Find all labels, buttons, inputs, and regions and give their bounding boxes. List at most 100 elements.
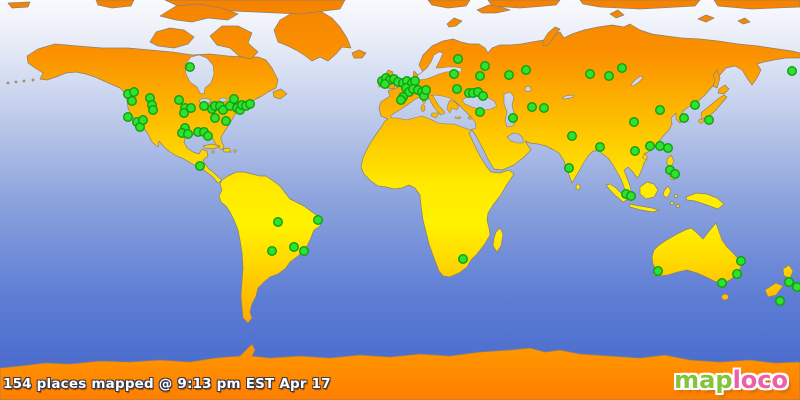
visitor-marker	[775, 296, 786, 307]
sakhalin	[712, 69, 721, 89]
visitor-marker	[792, 282, 800, 292]
nz-south-island	[764, 282, 784, 298]
visitor-marker	[137, 114, 148, 125]
visitor-marker	[126, 95, 137, 106]
islands	[6, 49, 794, 301]
iceland	[351, 49, 367, 59]
hainan	[642, 154, 648, 160]
sri-lanka	[575, 183, 581, 191]
antarctica	[0, 343, 800, 400]
visitor-marker	[585, 68, 596, 79]
visitor-marker	[567, 130, 578, 141]
visitor-marker	[185, 102, 196, 113]
maploco-logo[interactable]: maploco	[674, 366, 788, 394]
visitor-marker	[508, 112, 519, 123]
crete	[454, 116, 462, 120]
afro-eurasia	[360, 23, 800, 278]
visitor-marker	[717, 278, 728, 289]
borneo	[639, 181, 659, 200]
visitor-markers	[122, 54, 800, 307]
persian-gulf	[506, 132, 524, 144]
visitor-marker	[194, 160, 205, 171]
visitor-marker	[784, 277, 795, 288]
newfoundland	[272, 88, 288, 100]
visitor-marker	[289, 241, 300, 252]
visitor-marker	[273, 216, 284, 227]
lake-baikal	[631, 75, 643, 87]
aral-sea	[524, 86, 532, 92]
sicily	[430, 112, 440, 119]
hokkaido	[717, 84, 730, 95]
visitor-marker	[736, 256, 747, 267]
visitor-marker	[475, 106, 486, 117]
visitor-marker	[421, 84, 432, 95]
status-bar: 154 places mapped @ 9:13 pm EST Apr 17	[3, 376, 331, 392]
visitor-marker	[521, 64, 532, 75]
visitor-marker	[244, 98, 255, 109]
visitor-marker	[220, 115, 231, 126]
hispaniola	[222, 147, 232, 153]
visitor-marker	[504, 69, 515, 80]
visitor-marker	[380, 78, 391, 89]
visitor-marker	[655, 140, 666, 151]
visitor-marker	[670, 168, 681, 179]
visitor-marker	[655, 104, 666, 115]
sardinia	[420, 104, 426, 112]
visitor-marker	[704, 114, 715, 125]
visitor-marker	[449, 68, 460, 79]
visitor-marker	[630, 145, 641, 156]
tasmania	[721, 293, 729, 301]
visitor-marker	[564, 162, 575, 173]
visitor-marker	[182, 128, 193, 139]
logo-map: map	[674, 366, 733, 394]
italy	[426, 93, 446, 116]
sumatra	[605, 183, 628, 203]
logo-loco: loco	[732, 366, 788, 394]
visitor-marker	[690, 99, 701, 110]
cuba	[202, 143, 221, 150]
luzon	[666, 154, 675, 168]
visitor-marker	[299, 245, 310, 256]
visitor-marker	[679, 112, 690, 123]
visitor-marker	[617, 63, 628, 74]
visitor-marker	[539, 102, 550, 113]
australia	[651, 222, 742, 285]
cyprus	[467, 116, 473, 120]
visitor-marker	[128, 86, 139, 97]
visitor-marker	[527, 101, 538, 112]
sulawesi	[662, 185, 672, 199]
visitor-marker	[653, 266, 664, 277]
baltic-sea	[416, 51, 463, 81]
new-guinea	[685, 192, 725, 210]
visitor-marker	[645, 140, 656, 151]
visitor-marker	[410, 75, 421, 86]
kyushu	[698, 118, 704, 124]
visitor-marker	[228, 93, 239, 104]
visitor-marker	[595, 141, 606, 152]
greece	[446, 99, 460, 114]
visitor-marker	[396, 94, 407, 105]
visitor-marker	[475, 70, 486, 81]
visitor-marker	[202, 130, 213, 141]
arctic-islands	[7, 0, 800, 60]
visitor-marker	[480, 61, 491, 72]
visitor-marker	[629, 116, 640, 127]
visitor-marker	[147, 104, 158, 115]
visitor-marker	[209, 112, 220, 123]
visitor-marker	[178, 107, 189, 118]
visitor-marker	[732, 269, 743, 280]
visitor-marker	[453, 54, 464, 65]
visitor-marker	[663, 142, 674, 153]
nz-north-island	[782, 264, 794, 279]
visitor-marker	[452, 83, 463, 94]
java	[628, 203, 660, 213]
lake-balkhash	[561, 94, 575, 100]
visitor-marker	[313, 214, 324, 225]
med-peninsulas	[420, 93, 473, 120]
visitor-marker	[787, 65, 798, 76]
visitor-marker	[267, 245, 278, 256]
visitor-marker	[173, 94, 184, 105]
